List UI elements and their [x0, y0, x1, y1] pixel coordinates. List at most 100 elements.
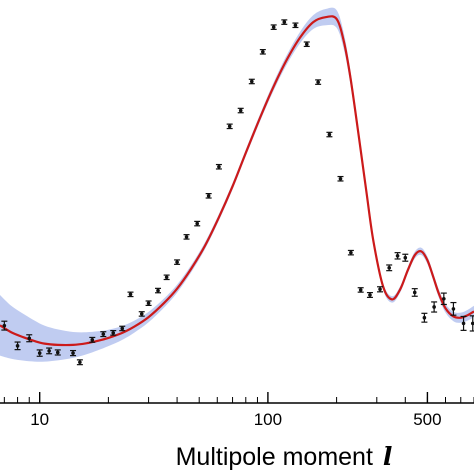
data-marker	[111, 331, 116, 335]
data-point	[347, 249, 354, 256]
data-point	[270, 24, 277, 30]
data-point	[26, 334, 33, 343]
data-marker	[316, 80, 320, 84]
axes: 10 100 500	[0, 392, 474, 429]
data-marker	[261, 49, 265, 54]
data-point	[46, 347, 53, 355]
data-marker	[101, 332, 106, 336]
data-marker	[139, 312, 144, 316]
data-point	[394, 252, 401, 260]
data-marker	[71, 351, 75, 355]
data-point	[366, 291, 373, 298]
data-point	[183, 234, 190, 240]
data-marker	[175, 260, 179, 264]
data-point	[14, 341, 21, 351]
data-point	[337, 175, 344, 182]
data-marker	[338, 176, 343, 181]
data-marker	[442, 296, 446, 301]
data-marker	[120, 326, 125, 331]
plot-area	[0, 7, 474, 366]
data-marker	[451, 307, 456, 311]
data-point	[450, 301, 457, 316]
data-marker	[164, 275, 169, 280]
data-marker	[206, 194, 211, 198]
data-point	[119, 325, 126, 332]
data-marker	[195, 221, 200, 226]
data-point	[70, 349, 77, 357]
data-point	[440, 292, 447, 306]
data-point	[215, 163, 222, 170]
data-point	[194, 220, 201, 227]
data-marker	[2, 323, 7, 328]
data-point	[411, 288, 418, 297]
data-marker	[78, 360, 82, 365]
data-point	[377, 286, 384, 293]
data-point	[281, 19, 288, 25]
data-marker	[90, 338, 95, 342]
data-point	[248, 78, 255, 85]
data-point	[237, 107, 244, 114]
data-point	[431, 301, 438, 313]
data-point	[36, 349, 43, 357]
data-marker	[293, 23, 298, 28]
data-marker	[217, 164, 221, 169]
x-tick-label: 100	[254, 410, 282, 429]
model-curve	[0, 15, 474, 347]
x-axis-label-text: Multipole moment	[176, 443, 373, 471]
data-point	[259, 48, 266, 55]
data-marker	[422, 315, 427, 320]
data-point	[460, 315, 467, 331]
data-point	[1, 320, 8, 331]
x-tick-label: 500	[413, 410, 441, 429]
data-marker	[349, 250, 353, 255]
data-point	[421, 312, 428, 323]
data-marker	[146, 301, 151, 305]
data-marker	[27, 336, 32, 341]
data-marker	[128, 292, 133, 297]
data-marker	[358, 288, 363, 292]
data-marker	[238, 108, 243, 113]
data-point	[226, 123, 233, 130]
data-marker	[403, 255, 408, 260]
data-point	[402, 253, 409, 262]
data-point	[174, 259, 181, 265]
data-point	[145, 300, 152, 307]
data-marker	[327, 132, 332, 137]
data-marker	[304, 42, 309, 47]
data-point	[163, 274, 170, 281]
data-marker	[412, 290, 417, 295]
data-point	[76, 359, 83, 366]
data-point	[292, 22, 299, 29]
data-marker	[184, 235, 189, 239]
data-marker	[227, 124, 232, 129]
x-tick-label: 10	[30, 410, 49, 429]
data-marker	[249, 79, 254, 84]
data-marker	[55, 350, 60, 355]
data-marker	[15, 344, 20, 348]
data-point	[357, 287, 364, 293]
data-marker	[368, 293, 372, 297]
data-point	[315, 79, 322, 85]
data-marker	[461, 321, 466, 326]
data-marker	[395, 254, 400, 258]
data-marker	[378, 287, 382, 292]
data-point	[205, 193, 212, 199]
data-marker	[470, 321, 474, 326]
data-marker	[156, 288, 160, 293]
data-point	[100, 331, 107, 338]
data-marker	[387, 266, 391, 270]
data-point	[110, 330, 117, 336]
data-marker	[271, 25, 276, 29]
data-point	[127, 291, 134, 298]
data-point	[138, 311, 145, 317]
data-marker	[37, 351, 42, 355]
data-point	[155, 287, 162, 294]
data-point	[54, 349, 61, 356]
data-point	[89, 336, 96, 343]
x-axis-label-variable: l	[383, 442, 393, 471]
x-axis-label: Multipole moment l	[176, 442, 393, 471]
data-marker	[282, 20, 287, 24]
data-marker	[47, 349, 51, 353]
data-point	[326, 131, 333, 138]
